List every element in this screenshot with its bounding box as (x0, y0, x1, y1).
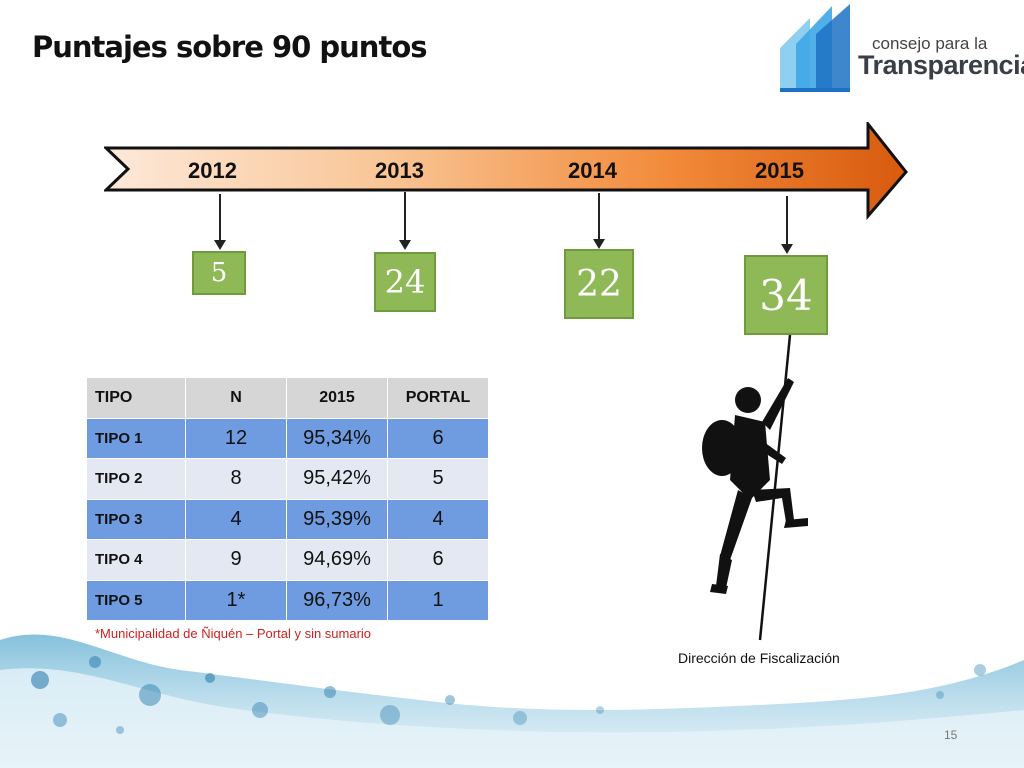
table-row: TIPO 4 9 94,69% 6 (86, 539, 489, 581)
cell-tipo: TIPO 1 (86, 417, 186, 459)
connector-2014 (598, 193, 600, 243)
arrow-down-icon (399, 240, 411, 250)
logo: consejo para la Transparencia (776, 4, 1024, 94)
connector-2012 (219, 194, 221, 244)
connector-2015 (786, 196, 788, 248)
year-2012: 2012 (188, 158, 237, 183)
table-row: TIPO 3 4 95,39% 4 (86, 498, 489, 540)
connector-2013 (404, 192, 406, 244)
header-portal: PORTAL (387, 377, 489, 419)
header-2015: 2015 (286, 377, 388, 419)
table-header-row: TIPO N 2015 PORTAL (86, 377, 489, 419)
cell-n: 9 (185, 539, 287, 581)
year-2014: 2014 (568, 158, 617, 183)
arrow-down-icon (214, 240, 226, 250)
water-splash-decoration (0, 634, 1024, 768)
cell-pct: 95,42% (286, 458, 388, 500)
logo-text-small: consejo para la (872, 34, 988, 53)
table-footnote: *Municipalidad de Ñiquén – Portal y sin … (95, 626, 372, 641)
table-row: TIPO 5 1* 96,73% 1 (86, 579, 489, 621)
cell-n: 12 (185, 417, 287, 459)
cell-tipo: TIPO 2 (86, 458, 186, 500)
score-2013: 24 (374, 252, 436, 312)
cell-n: 4 (185, 498, 287, 540)
logo-text-big: Transparencia (858, 50, 1024, 80)
department-label: Dirección de Fiscalización (678, 650, 840, 666)
cell-pct: 95,39% (286, 498, 388, 540)
page-number: 15 (944, 728, 958, 742)
timeline-arrow (104, 122, 908, 220)
logo-mark-icon (780, 4, 850, 92)
year-2015: 2015 (755, 158, 804, 183)
cell-tipo: TIPO 3 (86, 498, 186, 540)
score-2014: 22 (564, 249, 634, 319)
header-tipo: TIPO (86, 377, 186, 419)
cell-portal: 1 (387, 579, 489, 621)
cell-portal: 6 (387, 417, 489, 459)
cell-pct: 95,34% (286, 417, 388, 459)
arrow-down-icon (593, 239, 605, 249)
cell-portal: 4 (387, 498, 489, 540)
table-row: TIPO 1 12 95,34% 6 (86, 417, 489, 459)
slide-title: Puntajes sobre 90 puntos (32, 30, 428, 64)
score-2012: 5 (192, 251, 246, 295)
cell-tipo: TIPO 5 (86, 579, 186, 621)
score-2015: 34 (744, 255, 828, 335)
header-n: N (185, 377, 287, 419)
cell-n: 8 (185, 458, 287, 500)
cell-portal: 6 (387, 539, 489, 581)
table-row: TIPO 2 8 95,42% 5 (86, 458, 489, 500)
cell-pct: 94,69% (286, 539, 388, 581)
climber-silhouette-icon (702, 334, 808, 641)
year-2013: 2013 (375, 158, 424, 183)
cell-n: 1* (185, 579, 287, 621)
cell-pct: 96,73% (286, 579, 388, 621)
cell-portal: 5 (387, 458, 489, 500)
arrow-down-icon (781, 244, 793, 254)
scores-table: TIPO N 2015 PORTAL TIPO 1 12 95,34% 6 TI… (86, 377, 489, 621)
cell-tipo: TIPO 4 (86, 539, 186, 581)
